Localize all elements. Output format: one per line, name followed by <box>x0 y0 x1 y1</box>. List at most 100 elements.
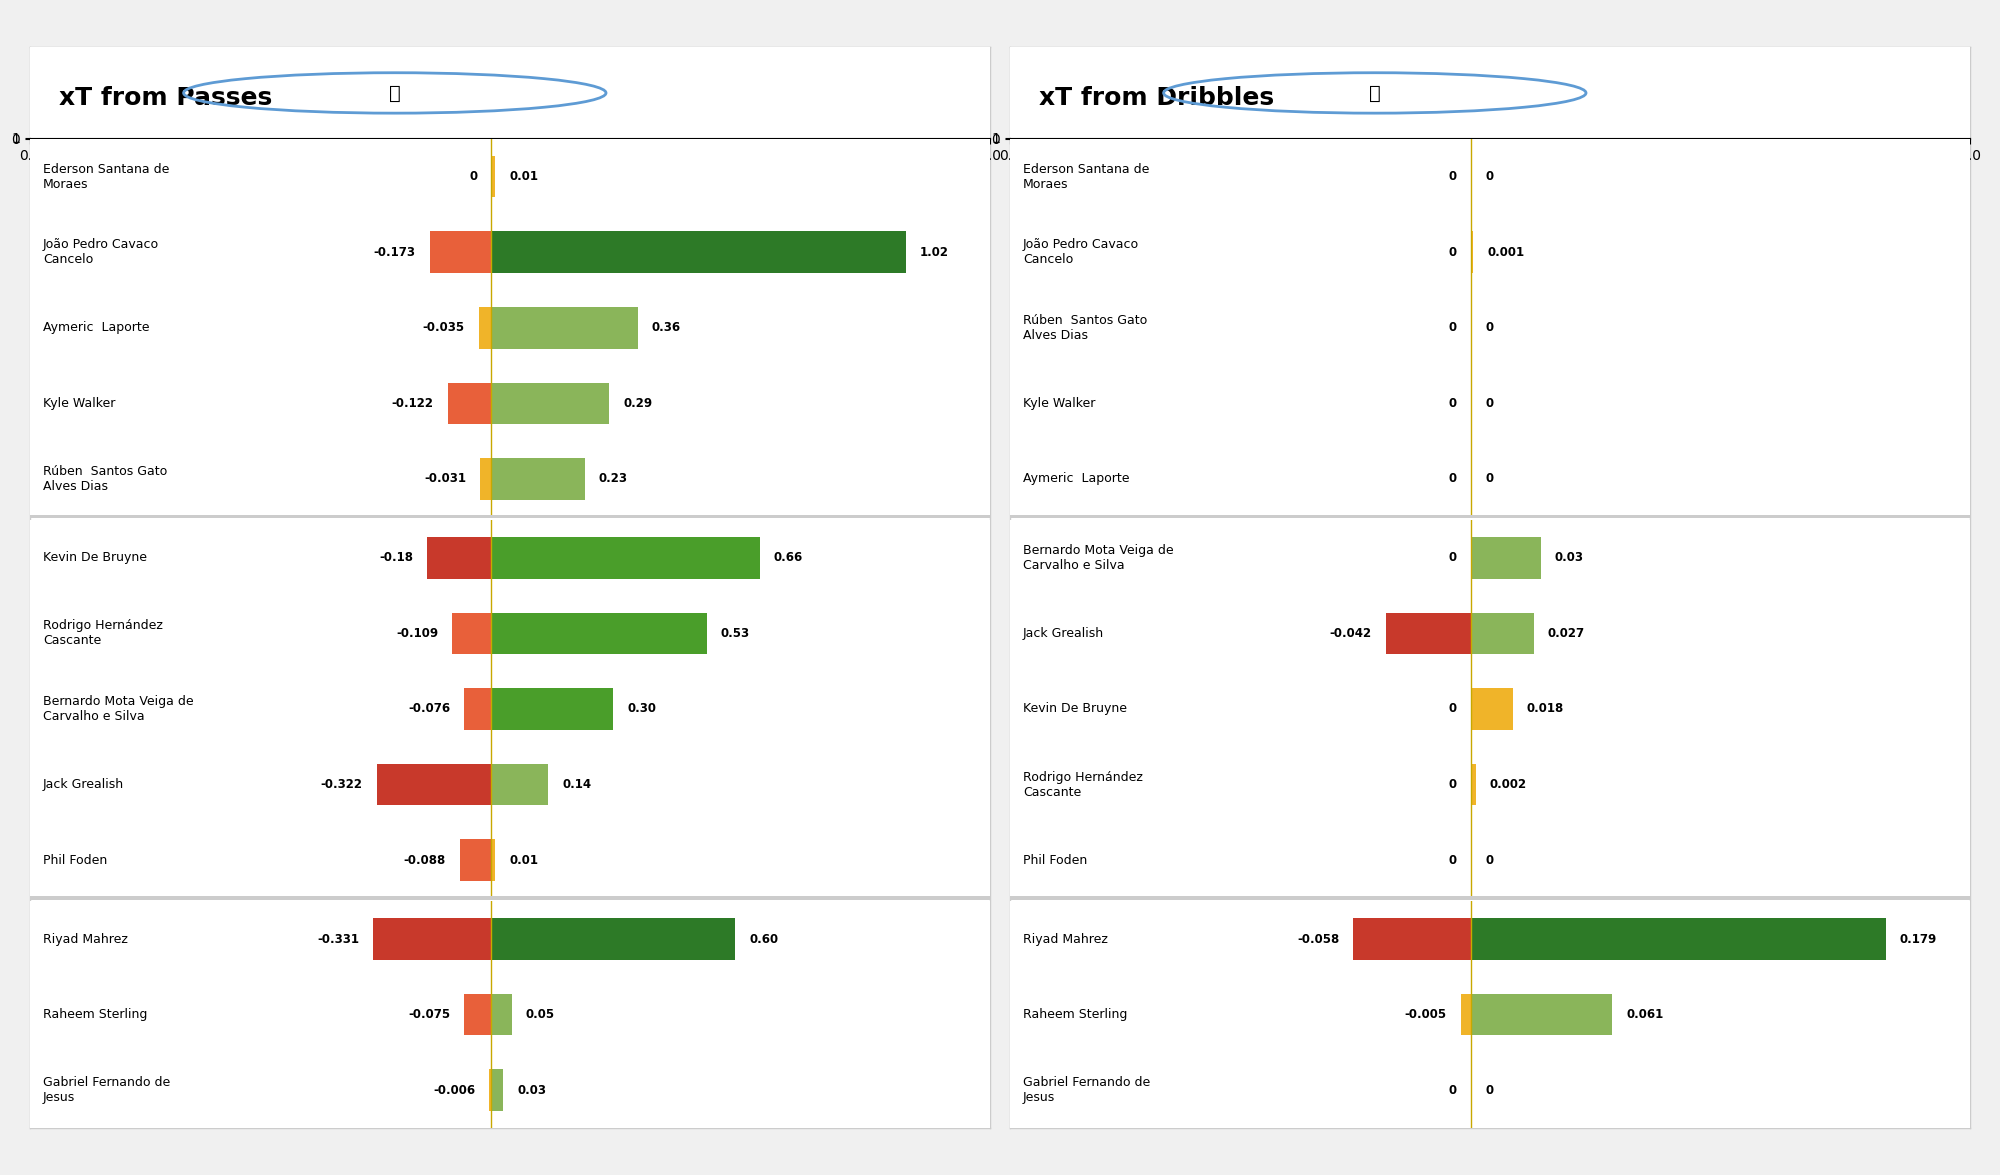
Text: Gabriel Fernando de
Jesus: Gabriel Fernando de Jesus <box>42 1076 170 1104</box>
Bar <box>1472 919 1886 960</box>
Bar <box>1460 994 1472 1035</box>
Text: Kevin De Bruyne: Kevin De Bruyne <box>1022 703 1126 716</box>
Text: -0.058: -0.058 <box>1298 933 1340 946</box>
Text: -0.006: -0.006 <box>432 1083 476 1096</box>
Bar <box>1472 689 1512 730</box>
Text: -0.088: -0.088 <box>404 853 446 867</box>
Text: 0: 0 <box>1448 397 1458 410</box>
Text: 0.23: 0.23 <box>598 472 628 485</box>
Text: -0.076: -0.076 <box>408 703 450 716</box>
Text: 0.01: 0.01 <box>510 853 538 867</box>
Bar <box>430 231 492 273</box>
Text: 0.60: 0.60 <box>750 933 778 946</box>
Text: Kevin De Bruyne: Kevin De Bruyne <box>42 551 146 564</box>
Text: Aymeric  Laporte: Aymeric Laporte <box>1022 472 1130 485</box>
Text: Kyle Walker: Kyle Walker <box>42 397 116 410</box>
Text: 🏙: 🏙 <box>1368 83 1380 102</box>
Text: -0.173: -0.173 <box>374 246 416 258</box>
Text: 0.36: 0.36 <box>652 321 680 334</box>
Bar <box>452 612 492 654</box>
Text: 0: 0 <box>1486 397 1494 410</box>
Text: 0: 0 <box>1448 472 1458 485</box>
Text: 1.02: 1.02 <box>920 246 948 258</box>
Text: -0.109: -0.109 <box>396 627 438 640</box>
Bar <box>492 919 736 960</box>
Text: Bernardo Mota Veiga de
Carvalho e Silva: Bernardo Mota Veiga de Carvalho e Silva <box>1022 544 1174 572</box>
Bar <box>460 839 492 881</box>
Text: -0.031: -0.031 <box>424 472 466 485</box>
Text: xT from Dribbles: xT from Dribbles <box>1038 86 1274 109</box>
Bar <box>492 458 584 499</box>
Bar <box>492 383 610 424</box>
Bar <box>492 612 706 654</box>
Bar <box>1472 537 1540 578</box>
Bar <box>1354 919 1472 960</box>
Text: 0: 0 <box>1448 170 1458 183</box>
Text: 0.03: 0.03 <box>1554 551 1584 564</box>
Text: Kyle Walker: Kyle Walker <box>1022 397 1096 410</box>
Text: Riyad Mahrez: Riyad Mahrez <box>42 933 128 946</box>
Text: 0: 0 <box>1448 551 1458 564</box>
Text: 0.002: 0.002 <box>1490 778 1526 791</box>
Bar <box>492 307 638 349</box>
Bar <box>374 919 492 960</box>
Text: Phil Foden: Phil Foden <box>1022 853 1088 867</box>
Text: Rúben  Santos Gato
Alves Dias: Rúben Santos Gato Alves Dias <box>42 465 168 492</box>
Text: 0.14: 0.14 <box>562 778 592 791</box>
Text: Raheem Sterling: Raheem Sterling <box>1022 1008 1128 1021</box>
Text: João Pedro Cavaco
Cancelo: João Pedro Cavaco Cancelo <box>42 239 160 267</box>
Text: 0.027: 0.027 <box>1548 627 1584 640</box>
Bar <box>492 689 614 730</box>
Text: Jack Grealish: Jack Grealish <box>1022 627 1104 640</box>
Text: 0.53: 0.53 <box>720 627 750 640</box>
Text: 0: 0 <box>1448 778 1458 791</box>
Text: Ederson Santana de
Moraes: Ederson Santana de Moraes <box>42 162 170 190</box>
Text: Ederson Santana de
Moraes: Ederson Santana de Moraes <box>1022 162 1150 190</box>
Text: 0.30: 0.30 <box>628 703 656 716</box>
Text: 0.29: 0.29 <box>624 397 652 410</box>
Text: 0: 0 <box>1486 170 1494 183</box>
Text: 0.001: 0.001 <box>1488 246 1524 258</box>
Text: -0.042: -0.042 <box>1330 627 1372 640</box>
Bar <box>492 839 496 881</box>
Text: 0.03: 0.03 <box>518 1083 546 1096</box>
Bar <box>492 1069 504 1112</box>
Text: 0: 0 <box>1486 1083 1494 1096</box>
Text: Bernardo Mota Veiga de
Carvalho e Silva: Bernardo Mota Veiga de Carvalho e Silva <box>42 694 194 723</box>
Text: 0: 0 <box>1486 321 1494 334</box>
Text: 0.061: 0.061 <box>1626 1008 1664 1021</box>
Text: -0.005: -0.005 <box>1404 1008 1446 1021</box>
Bar <box>1472 612 1534 654</box>
Bar <box>492 156 496 197</box>
Bar <box>490 1069 492 1112</box>
Bar <box>492 994 512 1035</box>
Text: João Pedro Cavaco
Cancelo: João Pedro Cavaco Cancelo <box>1022 239 1140 267</box>
Text: -0.122: -0.122 <box>392 397 434 410</box>
Text: 0.01: 0.01 <box>510 170 538 183</box>
Text: Phil Foden: Phil Foden <box>42 853 108 867</box>
Text: 0: 0 <box>1486 853 1494 867</box>
Text: 0.018: 0.018 <box>1526 703 1564 716</box>
Text: Gabriel Fernando de
Jesus: Gabriel Fernando de Jesus <box>1022 1076 1150 1104</box>
Bar <box>1472 231 1474 273</box>
Text: Aymeric  Laporte: Aymeric Laporte <box>42 321 150 334</box>
Text: 0: 0 <box>1448 321 1458 334</box>
Text: Rodrigo Hernández
Cascante: Rodrigo Hernández Cascante <box>42 619 162 647</box>
Bar <box>492 231 906 273</box>
Bar <box>376 764 492 805</box>
Text: Riyad Mahrez: Riyad Mahrez <box>1022 933 1108 946</box>
Text: -0.322: -0.322 <box>320 778 362 791</box>
Text: 0.05: 0.05 <box>526 1008 554 1021</box>
Text: 0.66: 0.66 <box>774 551 802 564</box>
Bar <box>448 383 492 424</box>
Text: 0: 0 <box>1486 472 1494 485</box>
Text: 0: 0 <box>1448 853 1458 867</box>
Bar <box>480 458 492 499</box>
Bar <box>1472 994 1612 1035</box>
Text: 0.179: 0.179 <box>1900 933 1938 946</box>
Bar <box>478 307 492 349</box>
Bar <box>464 689 492 730</box>
Text: 0: 0 <box>1448 703 1458 716</box>
Text: 0: 0 <box>470 170 478 183</box>
Text: Rúben  Santos Gato
Alves Dias: Rúben Santos Gato Alves Dias <box>1022 314 1148 342</box>
